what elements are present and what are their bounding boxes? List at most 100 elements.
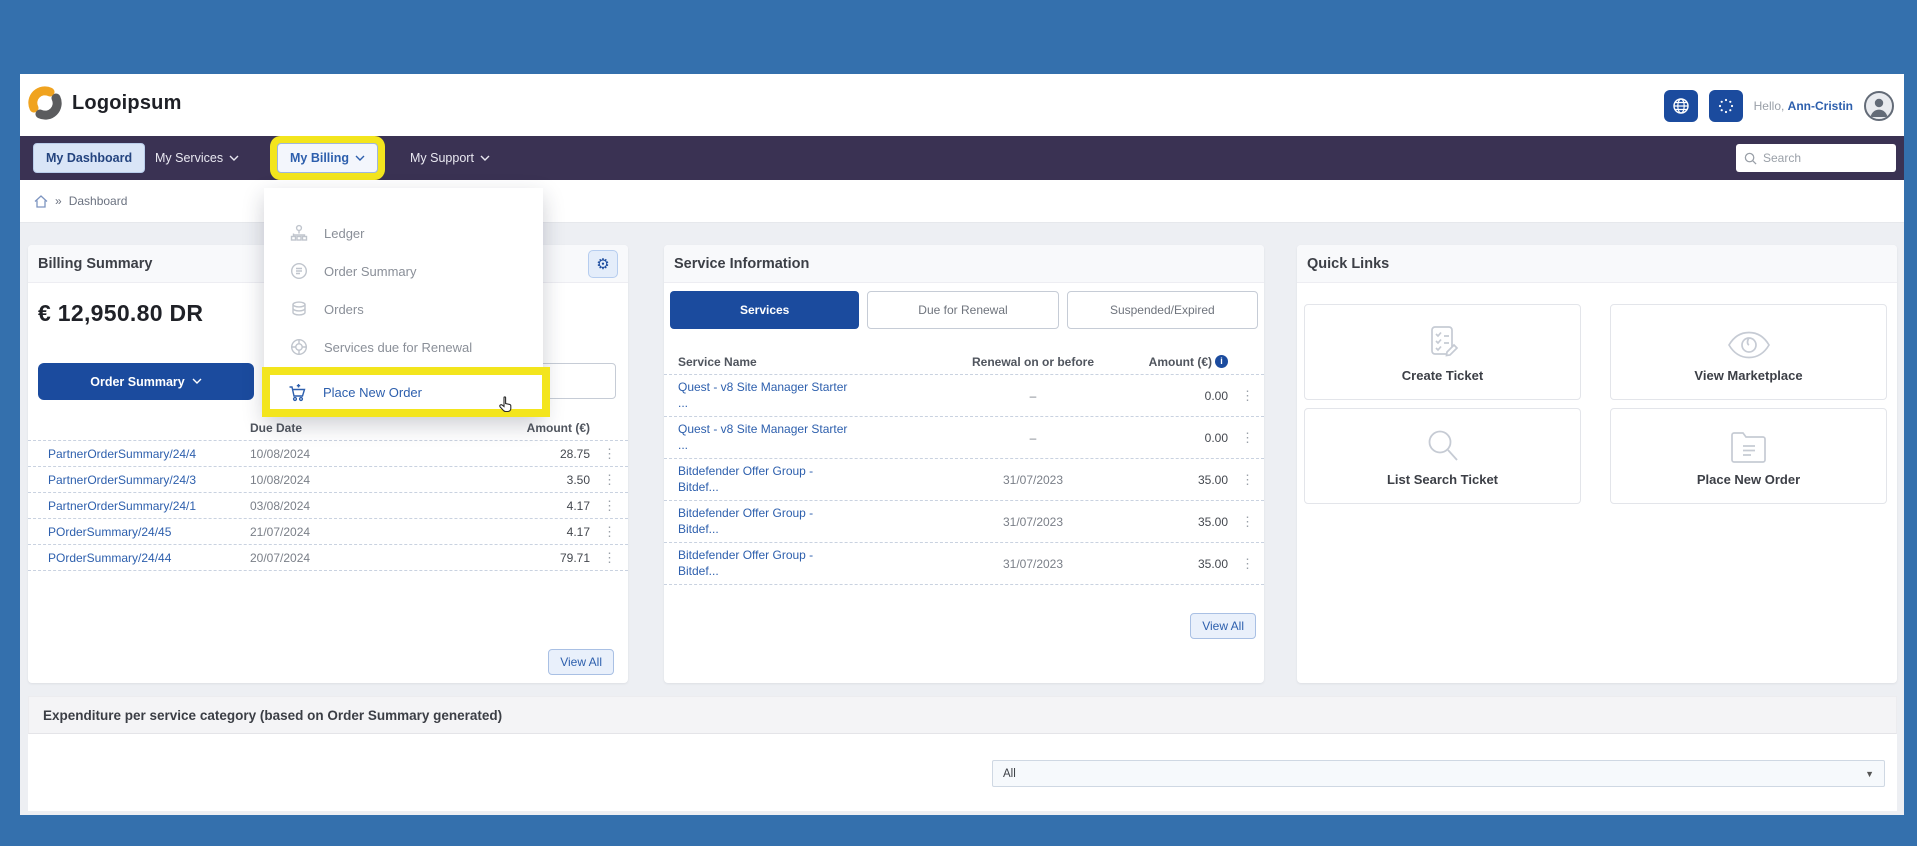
header-actions: Hello, Ann-Cristin: [1663, 90, 1894, 122]
billing-balance: € 12,950.80 DR: [38, 300, 204, 326]
tile-label: View Marketplace: [1694, 367, 1803, 383]
create-ticket-tile[interactable]: Create Ticket: [1304, 304, 1581, 400]
service-name-link[interactable]: Bitdefender Offer Group - Bitdef...: [678, 547, 814, 578]
menu-item-label: Services due for Renewal: [324, 339, 473, 355]
table-row: PartnerOrderSummary/24/4 10/08/2024 28.7…: [28, 441, 628, 467]
greeting-text: Hello, Ann-Cristin: [1753, 99, 1853, 113]
row-menu-icon[interactable]: ⋮: [1241, 471, 1254, 487]
chevron-down-icon: [355, 155, 365, 161]
quick-links-title: Quick Links: [1307, 255, 1390, 272]
nav-label: My Services: [155, 151, 224, 165]
renewal-date: –: [1029, 388, 1037, 403]
menu-item-label: Ledger: [324, 225, 365, 241]
col-amount: Amount (€): [1148, 354, 1212, 369]
service-name-link[interactable]: Quest - v8 Site Manager Starter...: [678, 421, 848, 452]
home-icon[interactable]: [34, 194, 48, 208]
row-menu-icon[interactable]: ⋮: [603, 549, 616, 565]
nav-item-my-billing[interactable]: My Billing: [277, 143, 379, 173]
chevron-down-icon: [192, 378, 202, 384]
due-date: 20/07/2024: [250, 550, 311, 565]
menu-item-orders[interactable]: Orders: [264, 290, 543, 328]
eu-stars-icon: [1718, 98, 1733, 114]
service-name-link[interactable]: Bitdefender Offer Group - Bitdef...: [678, 463, 814, 494]
row-menu-icon[interactable]: ⋮: [1241, 387, 1254, 403]
table-row: PartnerOrderSummary/24/3 10/08/2024 3.50…: [28, 467, 628, 493]
service-name-link[interactable]: Bitdefender Offer Group - Bitdef...: [678, 505, 814, 536]
search-box[interactable]: [1736, 144, 1896, 172]
service-information-header: Service Information: [664, 245, 1264, 283]
nav-item-my-services[interactable]: My Services: [155, 136, 239, 180]
app-window: Logoipsum: [20, 74, 1904, 815]
order-id-link[interactable]: POrderSummary/24/44: [48, 550, 172, 565]
life-ring-icon: [290, 338, 308, 356]
amount: 35.00: [1197, 472, 1228, 487]
renewal-date: 31/07/2023: [1002, 514, 1064, 529]
search-icon: [1744, 152, 1757, 165]
info-icon[interactable]: i: [1215, 355, 1228, 368]
menu-item-services-due-for-renewal[interactable]: Services due for Renewal: [264, 328, 543, 366]
view-all-button[interactable]: View All: [548, 649, 614, 675]
nav-item-my-dashboard[interactable]: My Dashboard: [33, 143, 146, 173]
breadcrumb-separator: »: [55, 194, 62, 208]
tab-due-for-renewal[interactable]: Due for Renewal: [867, 291, 1059, 329]
tab-suspended-expired[interactable]: Suspended/Expired: [1066, 291, 1258, 329]
list-circle-icon: [290, 262, 308, 280]
order-id-link[interactable]: POrderSummary/24/45: [48, 524, 172, 539]
amount: 35.00: [1197, 514, 1228, 529]
billing-table: PartnerOrderSummary/24/4 10/08/2024 28.7…: [28, 441, 628, 571]
expenditure-header: Expenditure per service category (based …: [28, 696, 1897, 734]
row-menu-icon[interactable]: ⋮: [1241, 513, 1254, 529]
logo[interactable]: Logoipsum: [28, 86, 182, 120]
row-menu-icon[interactable]: ⋮: [603, 471, 616, 487]
col-amount: Amount (€): [526, 420, 590, 435]
tile-label: List Search Ticket: [1386, 471, 1499, 487]
service-information-title: Service Information: [674, 255, 810, 272]
stack-icon: [290, 300, 308, 318]
menu-item-ledger[interactable]: Ledger: [264, 214, 543, 252]
nav-label: My Dashboard: [46, 151, 133, 165]
row-menu-icon[interactable]: ⋮: [1241, 429, 1254, 445]
language-globe-button[interactable]: [1663, 90, 1698, 122]
view-marketplace-tile[interactable]: View Marketplace: [1610, 304, 1887, 400]
search-input[interactable]: [1763, 151, 1873, 165]
order-id-link[interactable]: PartnerOrderSummary/24/1: [48, 498, 197, 513]
menu-item-label: Orders: [324, 301, 364, 317]
table-row: Bitdefender Offer Group - Bitdef... 31/07…: [664, 501, 1264, 543]
avatar[interactable]: [1864, 91, 1894, 121]
due-date: 21/07/2024: [250, 524, 311, 539]
nav-item-my-support[interactable]: My Support: [410, 136, 490, 180]
ticket-checklist-icon: [1424, 322, 1462, 360]
order-id-link[interactable]: PartnerOrderSummary/24/3: [48, 472, 197, 487]
place-new-order-highlight: Place New Order: [262, 367, 550, 417]
service-table-header: Service Name Renewal on or before Amount…: [664, 349, 1264, 375]
settings-button[interactable]: ⚙: [588, 249, 618, 278]
order-summary-button[interactable]: Order Summary: [38, 363, 254, 400]
row-menu-icon[interactable]: ⋮: [1241, 555, 1254, 571]
order-id-link[interactable]: PartnerOrderSummary/24/4: [48, 446, 197, 461]
eu-flag-button[interactable]: [1708, 90, 1743, 122]
table-row: POrderSummary/24/44 20/07/2024 79.71 ⋮: [28, 545, 628, 571]
breadcrumb-current: Dashboard: [68, 194, 128, 208]
view-all-button[interactable]: View All: [1190, 613, 1256, 639]
caret-down-icon: ▼: [1865, 768, 1874, 779]
menu-item-label: Order Summary: [324, 263, 417, 279]
place-new-order-tile[interactable]: Place New Order: [1610, 408, 1887, 504]
user-name: Ann-Cristin: [1787, 99, 1853, 113]
eye-icon: [1727, 322, 1771, 360]
category-filter-select[interactable]: All ▼: [992, 760, 1885, 787]
table-row: PartnerOrderSummary/24/1 03/08/2024 4.17…: [28, 493, 628, 519]
list-search-ticket-tile[interactable]: List Search Ticket: [1304, 408, 1581, 504]
sitemap-icon: [290, 224, 308, 242]
tab-services[interactable]: Services: [670, 291, 860, 329]
service-name-link[interactable]: Quest - v8 Site Manager Starter...: [678, 379, 848, 410]
amount: 79.71: [559, 550, 590, 565]
menu-item-place-new-order[interactable]: Place New Order: [323, 384, 422, 400]
menu-item-order-summary[interactable]: Order Summary: [264, 252, 543, 290]
amount: 0.00: [1204, 430, 1228, 445]
amount: 28.75: [559, 446, 590, 461]
tile-label: Place New Order: [1696, 471, 1801, 487]
row-menu-icon[interactable]: ⋮: [603, 497, 616, 513]
row-menu-icon[interactable]: ⋮: [603, 445, 616, 461]
col-due-date: Due Date: [250, 420, 303, 435]
row-menu-icon[interactable]: ⋮: [603, 523, 616, 539]
